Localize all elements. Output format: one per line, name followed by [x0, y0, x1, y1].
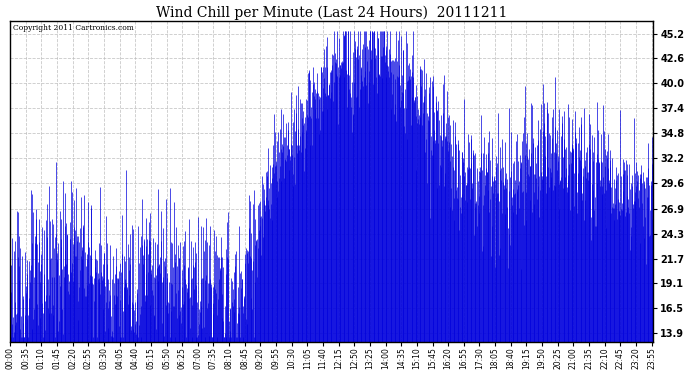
Text: Copyright 2011 Cartronics.com: Copyright 2011 Cartronics.com — [13, 24, 134, 32]
Title: Wind Chill per Minute (Last 24 Hours)  20111211: Wind Chill per Minute (Last 24 Hours) 20… — [156, 6, 507, 20]
